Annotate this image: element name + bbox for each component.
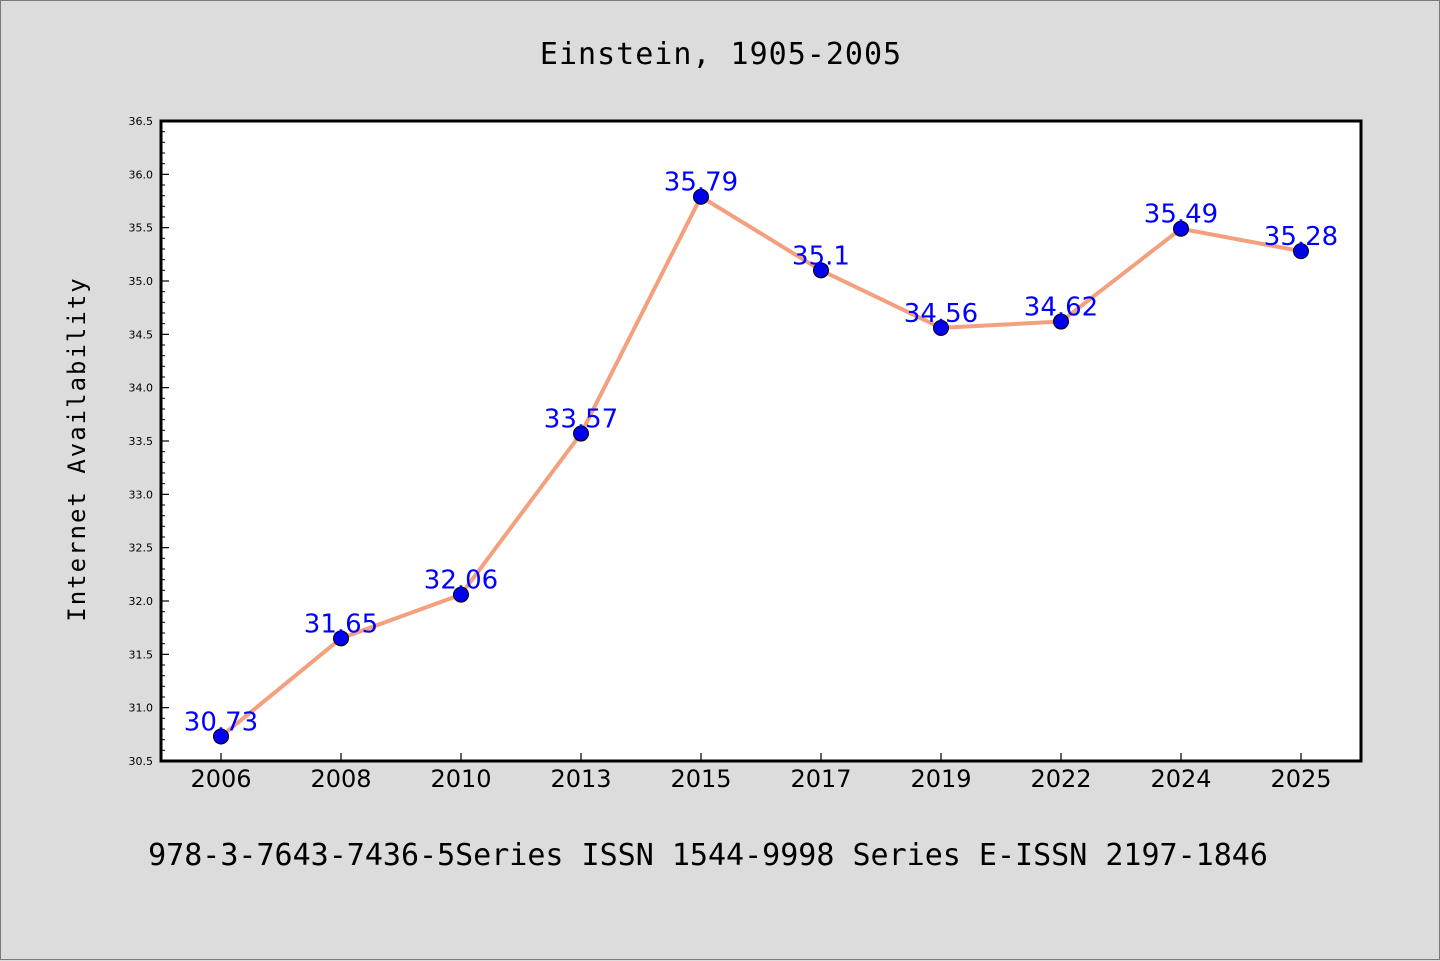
x-tick-label: 2019: [910, 765, 971, 793]
x-tick-label: 2022: [1030, 765, 1091, 793]
x-tick-label: 2025: [1270, 765, 1331, 793]
footer-text: 978-3-7643-7436-5Series ISSN 1544-9998 S…: [148, 838, 1268, 873]
data-point: [1293, 243, 1309, 260]
data-label: 35.1: [792, 241, 850, 271]
y-tick-label: 33.0: [129, 488, 154, 501]
data-label: 35.28: [1264, 222, 1338, 252]
data-label: 35.79: [664, 168, 738, 198]
data-point: [813, 262, 829, 279]
data-point: [453, 586, 469, 603]
y-tick-label: 31.0: [129, 702, 154, 715]
data-label: 32.06: [424, 566, 498, 596]
data-points: [213, 188, 1309, 745]
data-point: [333, 630, 349, 647]
x-tick-label: 2010: [430, 765, 491, 793]
y-tick-label: 32.0: [129, 595, 154, 608]
x-axis: 2006 2008 2010 2013 2015 2017 2019 2022 2024 2025: [190, 753, 1332, 793]
series-polyline: [219, 194, 1303, 739]
plot-area: [159, 119, 1363, 763]
y-tick-label: 32.5: [129, 542, 154, 555]
data-label: 31.65: [304, 609, 378, 639]
series-line: [219, 194, 1303, 739]
data-label: 35.49: [1144, 200, 1218, 230]
y-axis: 30.5 31.0 31.5 32.0 32.5 33.0 33.5 34.0 34.5 35.0…: [129, 115, 169, 768]
x-tick-label: 2017: [790, 765, 851, 793]
data-label: 34.56: [904, 299, 978, 329]
chart-title: Einstein, 1905-2005: [540, 37, 902, 72]
data-point: [933, 319, 949, 336]
data-point: [693, 188, 709, 205]
x-tick-label: 2013: [550, 765, 611, 793]
y-tick-label: 36.0: [129, 168, 154, 181]
y-axis-label: Internet Availability: [63, 276, 91, 621]
y-tick-label: 33.5: [129, 435, 154, 448]
data-label: 33.57: [544, 405, 618, 435]
x-tick-label: 2015: [670, 765, 731, 793]
y-tick-label: 31.5: [129, 648, 154, 661]
y-tick-label: 34.0: [129, 382, 154, 395]
y-tick-label: 30.5: [129, 755, 154, 768]
data-point: [573, 425, 589, 442]
y-tick-label: 35.5: [129, 222, 154, 235]
y-tick-label: 35.0: [129, 275, 154, 288]
y-tick-label: 36.5: [129, 115, 154, 128]
data-point: [1053, 313, 1069, 330]
y-tick-label: 34.5: [129, 328, 154, 341]
data-point: [213, 728, 229, 745]
data-labels: 30.73 31.65 32.06 33.57 35.79 35.1 34.56 34.62 3…: [184, 168, 1338, 738]
data-label: 30.73: [184, 707, 258, 737]
data-label: 34.62: [1024, 293, 1098, 323]
x-tick-label: 2008: [310, 765, 371, 793]
x-tick-label: 2006: [190, 765, 251, 793]
data-point: [1173, 220, 1189, 237]
x-tick-label: 2024: [1150, 765, 1211, 793]
